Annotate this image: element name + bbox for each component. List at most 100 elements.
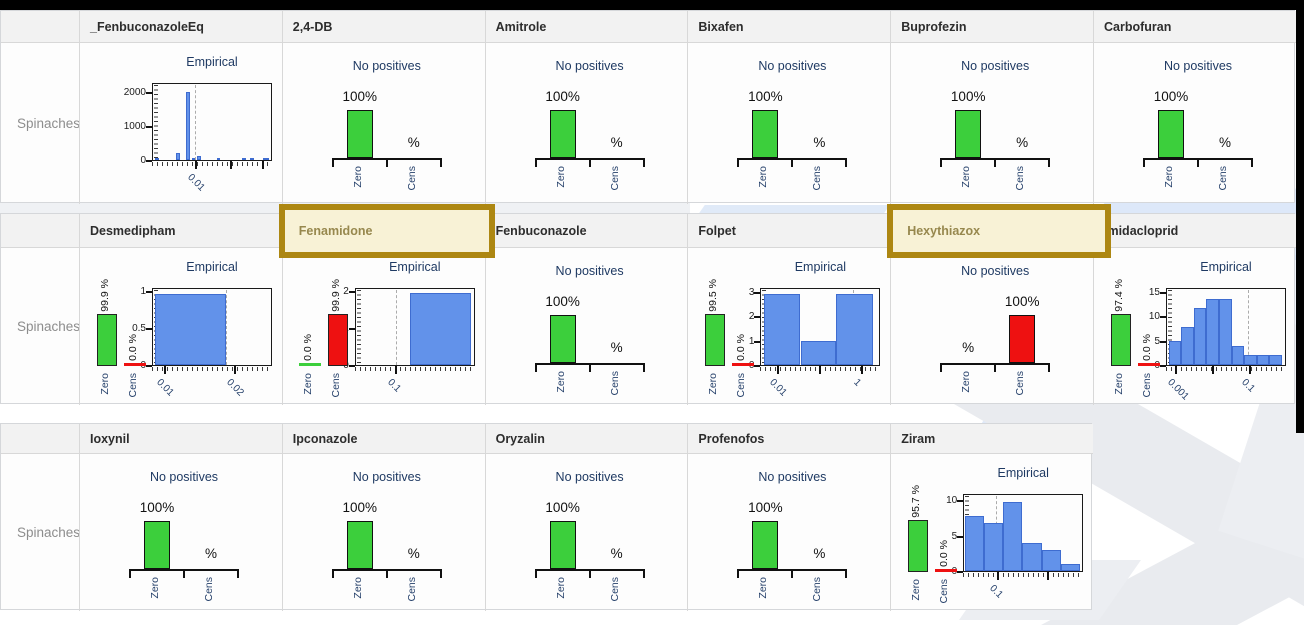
bar-value-label: 100% xyxy=(139,500,175,515)
y-major-tick xyxy=(146,291,152,294)
category-label-zero: Zero xyxy=(757,166,770,188)
bar-zero xyxy=(346,521,373,569)
axis-tick xyxy=(940,158,943,167)
bar-value-label: 100% xyxy=(545,294,580,309)
x-major-tick xyxy=(1174,366,1177,374)
x-major-tick xyxy=(777,366,780,374)
x-tick-label: 0.1 xyxy=(1239,377,1257,395)
y-minor-ticks xyxy=(154,85,158,159)
plot-frame xyxy=(354,288,475,366)
column-header-Carbofuran: Carbofuran xyxy=(1093,11,1296,43)
y-tick-label: 10 xyxy=(946,495,958,507)
axis-tick xyxy=(534,363,537,372)
y-major-tick xyxy=(1160,340,1166,343)
x-minor-ticks xyxy=(354,367,475,371)
chart-title: Empirical xyxy=(389,260,441,274)
x-major-tick xyxy=(1047,572,1050,580)
axis-tick xyxy=(331,158,334,167)
panel-Buprofezin: No positives 100%% Zero Cens xyxy=(890,43,1093,204)
chart-title: Empirical xyxy=(186,55,238,69)
reference-line-dashed xyxy=(1247,290,1249,365)
y-major-tick xyxy=(754,291,761,294)
column-header-Amitrole: Amitrole xyxy=(484,11,688,43)
y-major-tick xyxy=(146,328,152,331)
column-header-label: 2,4-DB xyxy=(292,19,333,34)
y-tick-label: 1 xyxy=(140,286,146,298)
category-label-cens: Cens xyxy=(608,371,621,396)
panel-Bixafen: No positives 100%% Zero Cens xyxy=(687,43,890,204)
axis-tick xyxy=(1197,158,1199,167)
histogram-bar xyxy=(965,515,985,571)
mini-line-cens xyxy=(935,569,958,572)
axis-unit-label: % xyxy=(962,340,975,355)
category-label-cens: Cens xyxy=(608,577,621,602)
x-major-tick xyxy=(233,366,236,374)
row-label-cell: Spinaches xyxy=(1,43,81,204)
column-header-_FenbuconazoleEq: _FenbuconazoleEq xyxy=(79,11,282,43)
column-header-label: Ipconazole xyxy=(292,431,358,446)
histogram-bar xyxy=(1003,502,1023,571)
mini-bar-zero xyxy=(908,520,929,572)
histogram-bar xyxy=(250,157,254,160)
plot-frame xyxy=(963,494,1084,572)
category-label-zero: Zero xyxy=(960,166,973,188)
category-label-zero: Zero xyxy=(351,577,364,599)
axis-tick xyxy=(642,569,645,578)
x-minor-ticks xyxy=(963,573,1084,577)
category-label-zero: Zero xyxy=(554,166,567,188)
category-label-zero: Zero xyxy=(1163,166,1175,188)
chart-title: No positives xyxy=(961,264,1030,278)
histogram-bar xyxy=(1269,355,1282,365)
y-major-tick xyxy=(754,316,761,319)
axis-tick xyxy=(845,158,848,167)
category-label-zero: Zero xyxy=(149,577,161,599)
y-major-tick xyxy=(146,160,152,162)
category-label-zero: Zero xyxy=(554,371,567,393)
y-tick-label: 10 xyxy=(1148,311,1160,323)
histogram-bar xyxy=(1168,341,1182,365)
mini-category-label-zero: Zero xyxy=(301,373,314,395)
axis-tick xyxy=(737,569,740,578)
chart-title: No positives xyxy=(149,470,219,484)
plot-frame xyxy=(1166,288,1286,366)
column-header-label: Buprofezin xyxy=(901,19,967,34)
column-header-label: Fenbuconazole xyxy=(495,223,587,238)
column-header-label: Desmedipham xyxy=(90,223,176,238)
x-minor-ticks xyxy=(152,162,272,166)
mini-percent-cens: 0.0 % xyxy=(735,334,748,361)
chart-title: No positives xyxy=(352,59,421,73)
histogram-bar xyxy=(984,522,1004,571)
axis-tick xyxy=(183,569,185,578)
chart-title: No positives xyxy=(555,470,624,484)
x-major-tick xyxy=(1249,366,1251,374)
plot-frame xyxy=(760,288,881,366)
y-minor-ticks xyxy=(356,290,361,364)
row-label-cell: Spinaches xyxy=(1,454,80,611)
y-major-tick xyxy=(1160,365,1166,367)
x-major-tick xyxy=(819,366,822,374)
mini-percent-zero: 99.5 % xyxy=(707,279,720,312)
y-major-tick xyxy=(146,92,152,95)
row-label: Spinaches xyxy=(17,116,81,131)
plot-area xyxy=(762,290,879,365)
highlighted-header-label: Fenamidone xyxy=(298,224,373,238)
axis-unit-label: % xyxy=(1218,135,1231,150)
mini-category-label-cens: Cens xyxy=(735,373,748,398)
axis-unit-label: % xyxy=(610,340,623,355)
mini-category-label-zero: Zero xyxy=(99,373,111,395)
chart-title: No positives xyxy=(352,470,421,484)
plot-frame xyxy=(152,288,272,366)
category-label-cens: Cens xyxy=(608,166,621,191)
category-label-cens: Cens xyxy=(811,166,824,191)
chart-title: No positives xyxy=(758,59,827,73)
chart-title: No positives xyxy=(555,59,624,73)
category-label-zero: Zero xyxy=(351,166,364,188)
axis-unit-label: % xyxy=(610,135,623,150)
plot-area xyxy=(356,290,473,365)
plot-frame xyxy=(152,83,272,161)
histogram-bar xyxy=(175,153,180,160)
y-major-tick xyxy=(348,327,355,330)
histogram-bar xyxy=(191,157,196,160)
